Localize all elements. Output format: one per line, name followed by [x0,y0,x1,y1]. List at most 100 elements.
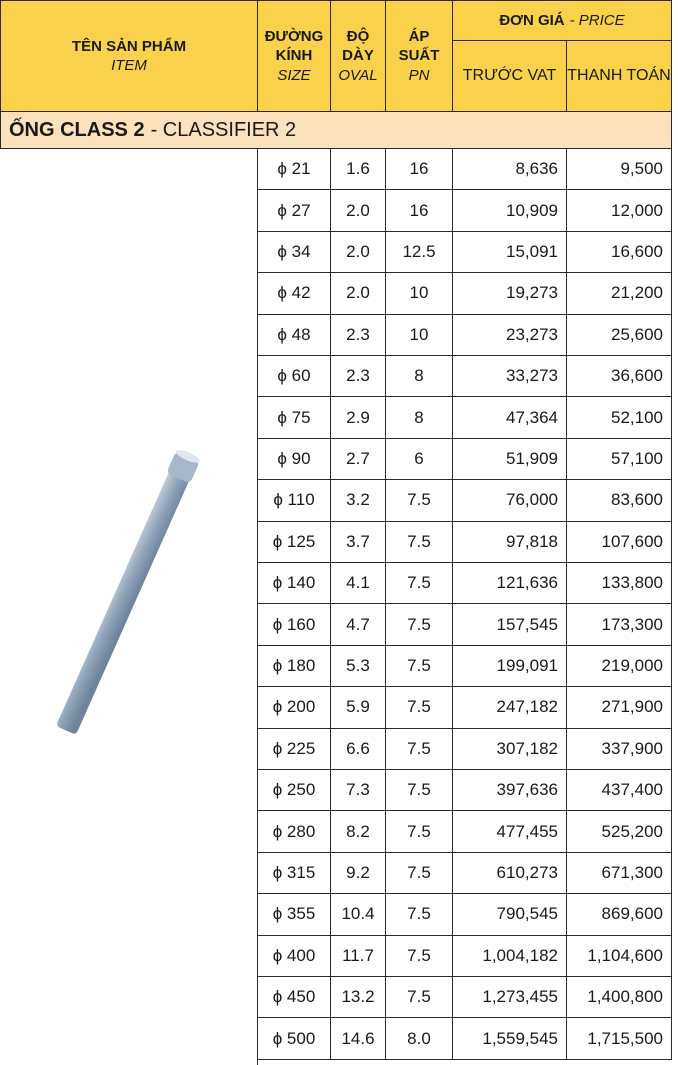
cell-before-vat: 76,000 [452,479,567,521]
cell-before-vat: 10,909 [452,189,567,231]
cell-oval: 2.3 [330,314,386,356]
cell-size: ϕ 140 [257,562,331,604]
cell-total: 12,000 [566,189,672,231]
cell-before-vat: 1,559,545 [452,1017,567,1059]
cell-before-vat: 790,545 [452,893,567,935]
cell-total: 525,200 [566,810,672,852]
cell-oval: 5.9 [330,686,386,728]
cell-oval: 7.3 [330,769,386,811]
page: TÊN SẢN PHẨM ITEM ĐƯỜNG KÍNH SIZE ĐỘ DÀY… [0,0,678,1065]
header-text: ĐỘ [347,27,370,47]
cell-total: 337,900 [566,728,672,770]
cell-size: ϕ 60 [257,355,331,397]
cell-size: ϕ 450 [257,976,331,1018]
cell-before-vat: 610,273 [452,852,567,894]
header-total: THANH TOÁN [566,40,672,112]
cell-size: ϕ 355 [257,893,331,935]
header-text: ĐƠN GIÁ [499,11,564,31]
cell-total: 83,600 [566,479,672,521]
cell-size: ϕ 280 [257,810,331,852]
cell-total: 16,600 [566,231,672,273]
cell-size: ϕ 225 [257,728,331,770]
cell-size: ϕ 75 [257,396,331,438]
header-text: THANH TOÁN [567,66,670,87]
cell-total: 271,900 [566,686,672,728]
cell-total: 869,600 [566,893,672,935]
pipe-body [55,452,197,735]
cell-size: ϕ 250 [257,769,331,811]
cell-size: ϕ 200 [257,686,331,728]
header-text: SIZE [277,66,310,86]
cell-before-vat: 121,636 [452,562,567,604]
cell-before-vat: 97,818 [452,521,567,563]
cell-oval: 14.6 [330,1017,386,1059]
cell-pn: 6 [385,438,453,480]
cell-oval: 8.2 [330,810,386,852]
cell-pn: 16 [385,189,453,231]
cell-total: 1,104,600 [566,935,672,977]
cell-oval: 2.3 [330,355,386,397]
cell-oval: 5.3 [330,645,386,687]
header-text: TRƯỚC VAT [463,66,556,87]
cell-size: ϕ 500 [257,1017,331,1059]
cell-oval: 13.2 [330,976,386,1018]
cell-total: 21,200 [566,272,672,314]
cell-before-vat: 23,273 [452,314,567,356]
cell-size: ϕ 34 [257,231,331,273]
cell-size: ϕ 400 [257,935,331,977]
cell-before-vat: 47,364 [452,396,567,438]
cell-pn: 7.5 [385,893,453,935]
cell-total: 133,800 [566,562,672,604]
cell-size: ϕ 90 [257,438,331,480]
cell-total: 1,400,800 [566,976,672,1018]
cell-pn: 7.5 [385,686,453,728]
cell-total: 1,715,500 [566,1017,672,1059]
header-text: ITEM [111,56,147,76]
cell-size: ϕ 180 [257,645,331,687]
cell-size: ϕ 27 [257,189,331,231]
cell-before-vat: 307,182 [452,728,567,770]
header-text: OVAL [338,66,377,86]
header-size: ĐƯỜNG KÍNH SIZE [257,0,331,112]
cell-size: ϕ 21 [257,148,331,190]
cell-before-vat: 19,273 [452,272,567,314]
header-text: ĐƯỜNG [265,27,324,47]
cell-size: ϕ 160 [257,603,331,645]
header-text: PN [409,66,430,86]
cell-oval: 10.4 [330,893,386,935]
header-text: DÀY [342,46,374,66]
cell-pn: 7.5 [385,645,453,687]
cell-total: 671,300 [566,852,672,894]
cell-pn: 10 [385,314,453,356]
section-subtitle: - CLASSIFIER 2 [151,119,297,142]
cell-pn: 7.5 [385,935,453,977]
cell-before-vat: 1,273,455 [452,976,567,1018]
cell-before-vat: 199,091 [452,645,567,687]
cell-oval: 6.6 [330,728,386,770]
cell-before-vat: 8,636 [452,148,567,190]
header-pn: ÁP SUẤT PN [385,0,453,112]
cell-before-vat: 15,091 [452,231,567,273]
cell-pn: 7.5 [385,521,453,563]
image-cell [0,148,258,1065]
cell-before-vat: 51,909 [452,438,567,480]
cell-pn: 8 [385,396,453,438]
cell-pn: 7.5 [385,728,453,770]
cell-oval: 1.6 [330,148,386,190]
cell-total: 173,300 [566,603,672,645]
cell-total: 437,400 [566,769,672,811]
section-name: ỐNG CLASS 2 [9,119,145,142]
header-before-vat: TRƯỚC VAT [452,40,567,112]
cell-size: ϕ 315 [257,852,331,894]
cell-oval: 9.2 [330,852,386,894]
header-text: ÁP [409,27,430,47]
cell-size: ϕ 48 [257,314,331,356]
cell-total: 36,600 [566,355,672,397]
cell-oval: 4.7 [330,603,386,645]
cell-pn: 8.0 [385,1017,453,1059]
header-text: KÍNH [276,46,313,66]
cell-total: 107,600 [566,521,672,563]
cell-oval: 11.7 [330,935,386,977]
cell-oval: 2.9 [330,396,386,438]
cell-pn: 7.5 [385,769,453,811]
